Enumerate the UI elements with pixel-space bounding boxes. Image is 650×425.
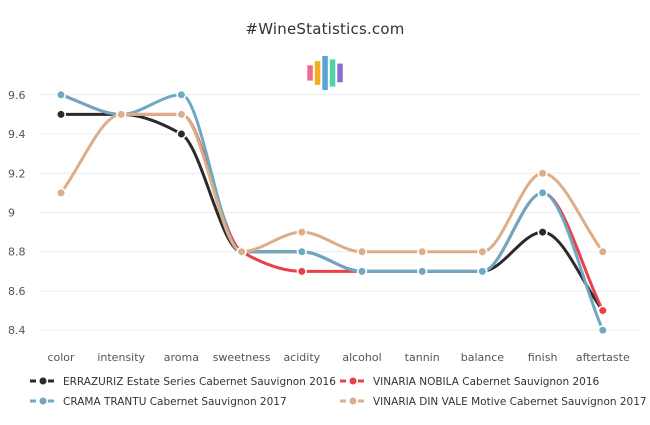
x-tick-label: finish	[528, 351, 558, 364]
data-point[interactable]	[116, 109, 127, 120]
legend-label: CRAMA TRANTU Cabernet Sauvignon 2017	[63, 396, 287, 408]
series-line	[59, 93, 605, 313]
data-point[interactable]	[477, 246, 488, 257]
data-point[interactable]	[176, 89, 187, 100]
gridlines	[40, 94, 640, 331]
x-tick-label: intensity	[97, 351, 145, 364]
legend-item[interactable]: ERRAZURIZ Estate Series Cabernet Sauvign…	[30, 375, 336, 388]
data-point[interactable]	[477, 266, 488, 277]
data-point[interactable]	[55, 89, 67, 100]
logo-icon	[307, 56, 343, 90]
y-tick-label: 8.6	[8, 285, 26, 298]
data-point[interactable]	[417, 266, 428, 277]
data-point[interactable]	[537, 168, 548, 179]
y-tick-label: 8.8	[8, 246, 26, 259]
series-line	[59, 112, 605, 254]
legend-marker	[347, 375, 359, 387]
series-line	[59, 93, 605, 332]
data-point[interactable]	[356, 246, 368, 257]
y-tick-label: 9.4	[8, 128, 26, 141]
series-1	[55, 89, 608, 316]
legend-marker	[347, 395, 359, 407]
x-tick-label: aroma	[164, 351, 199, 364]
x-tick-label: color	[47, 351, 75, 364]
legend-item[interactable]: VINARIA DIN VALE Motive Cabernet Sauvign…	[340, 395, 647, 408]
y-tick-label: 9.6	[8, 89, 26, 102]
data-point[interactable]	[236, 246, 247, 257]
data-point[interactable]	[296, 266, 307, 277]
legend-label: VINARIA NOBILA Cabernet Sauvignon 2016	[373, 376, 600, 388]
series-lines	[55, 89, 608, 336]
x-tick-label: tannin	[405, 351, 440, 364]
data-point[interactable]	[55, 187, 67, 198]
data-point[interactable]	[176, 109, 187, 120]
logo-bar	[307, 65, 313, 81]
legend-marker	[37, 395, 49, 407]
y-tick-label: 9	[8, 207, 15, 220]
x-tick-label: balance	[461, 351, 505, 364]
legend-label: ERRAZURIZ Estate Series Cabernet Sauvign…	[63, 376, 336, 388]
legend-item[interactable]: CRAMA TRANTU Cabernet Sauvignon 2017	[30, 395, 287, 408]
data-point[interactable]	[296, 227, 307, 238]
data-point[interactable]	[537, 227, 548, 238]
y-axis: 8.4 8.6 8.8 9 9.2 9.4 9.6	[8, 89, 26, 337]
chart-title: #WineStatistics.com	[245, 20, 405, 38]
logo-bar	[337, 63, 343, 83]
data-point[interactable]	[296, 246, 307, 257]
legend-marker	[37, 375, 49, 387]
legend: ERRAZURIZ Estate Series Cabernet Sauvign…	[30, 375, 647, 408]
x-tick-label: sweetness	[213, 351, 271, 364]
logo-bar	[329, 59, 336, 87]
y-tick-label: 8.4	[8, 324, 26, 337]
data-point[interactable]	[417, 246, 428, 257]
data-point[interactable]	[55, 109, 67, 120]
data-point[interactable]	[597, 325, 608, 336]
data-point[interactable]	[537, 187, 548, 198]
legend-label: VINARIA DIN VALE Motive Cabernet Sauvign…	[373, 396, 647, 408]
data-point[interactable]	[597, 305, 608, 316]
x-tick-label: aftertaste	[576, 351, 630, 364]
logo-bar	[322, 56, 328, 90]
x-axis: color intensity aroma sweetness acidity alcoh…	[47, 351, 630, 364]
data-point[interactable]	[597, 246, 608, 257]
x-tick-label: acidity	[283, 351, 320, 364]
data-point[interactable]	[176, 128, 187, 140]
legend-item[interactable]: VINARIA NOBILA Cabernet Sauvignon 2016	[340, 375, 600, 388]
series-3	[55, 109, 608, 257]
x-tick-label: alcohol	[342, 351, 381, 364]
data-point[interactable]	[356, 266, 368, 277]
y-tick-label: 9.2	[8, 167, 26, 180]
logo-bar	[314, 61, 321, 85]
